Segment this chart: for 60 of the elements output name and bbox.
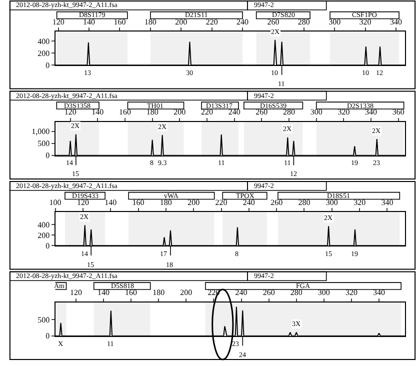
x-tick-label: 300 <box>318 288 330 298</box>
x-tick-label: 280 <box>298 198 310 207</box>
x-tick-label: 300 <box>326 198 338 207</box>
y-tick-label: 0 <box>46 241 50 250</box>
x-tick-label: 100 <box>49 198 62 207</box>
x-tick-label: 200 <box>188 198 200 207</box>
x-tick-label: 360 <box>392 108 404 117</box>
x-tick-label: 280 <box>283 108 296 117</box>
x-tick-label: 340 <box>365 108 378 117</box>
y-tick-label: 500 <box>38 139 50 148</box>
x-tick-label: 320 <box>354 198 366 207</box>
y-tick-label: 0 <box>46 332 50 341</box>
x-tick-label: 240 <box>236 17 249 26</box>
y-tick-label: 0 <box>46 60 50 70</box>
x-tick-label: 140 <box>98 288 110 298</box>
x-tick-label: 240 <box>228 108 240 117</box>
x-tick-label: 340 <box>381 198 394 207</box>
x-tick-label: 220 <box>215 198 228 207</box>
x-tick-label: 240 <box>242 198 255 207</box>
x-tick-label: 280 <box>290 288 302 298</box>
x-tick-label: 300 <box>310 108 322 117</box>
y-tick-label: 0 <box>46 151 50 160</box>
x-tick-label: 260 <box>256 108 268 117</box>
x-tick-label: 160 <box>114 17 126 26</box>
x-tick-label: 340 <box>373 288 386 298</box>
x-tick-label: 140 <box>92 108 104 117</box>
y-tick-label: 200 <box>38 48 50 58</box>
x-tick-label: 280 <box>298 17 310 26</box>
x-tick-label: 200 <box>180 288 192 298</box>
x-tick-label: 120 <box>64 108 76 117</box>
x-tick-label: 320 <box>359 17 372 26</box>
x-tick-label: 180 <box>152 288 165 298</box>
y-tick-label: 400 <box>38 220 50 230</box>
x-tick-label: 120 <box>52 17 64 26</box>
x-tick-label: 200 <box>174 108 186 117</box>
x-tick-label: 120 <box>70 288 82 298</box>
x-tick-label: 140 <box>83 17 96 26</box>
y-tick-label: 400 <box>38 36 50 46</box>
x-tick-label: 260 <box>267 17 280 26</box>
x-tick-label: 320 <box>338 108 350 117</box>
y-tick-label: 200 <box>38 230 50 240</box>
x-tick-label: 340 <box>390 17 402 26</box>
x-tick-label: 160 <box>132 198 144 207</box>
x-tick-label: 180 <box>146 108 158 117</box>
y-tick-label: 500 <box>38 316 50 325</box>
x-tick-label: 140 <box>104 198 117 207</box>
x-tick-label: 220 <box>206 17 218 26</box>
x-tick-label: 320 <box>345 288 358 298</box>
x-tick-label: 160 <box>118 108 131 117</box>
x-tick-label: 260 <box>262 288 275 298</box>
x-tick-label: 180 <box>144 17 156 26</box>
x-tick-label: 240 <box>235 288 248 298</box>
x-tick-label: 300 <box>328 17 341 26</box>
y-tick-label: 1,000 <box>32 127 50 136</box>
x-tick-label: 160 <box>125 288 138 298</box>
x-tick-label: 120 <box>76 198 89 207</box>
x-tick-label: 200 <box>175 17 188 26</box>
x-tick-label: 220 <box>201 108 214 117</box>
x-tick-label: 260 <box>270 198 283 207</box>
x-tick-label: 180 <box>160 198 172 207</box>
